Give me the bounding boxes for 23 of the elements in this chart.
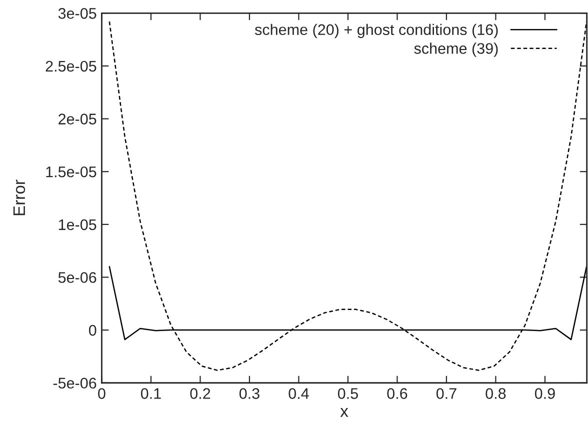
y-tick-label: 5e-06 xyxy=(58,272,96,283)
y-tick-label: 1.5e-05 xyxy=(46,166,96,178)
y-axis-title: Error xyxy=(13,180,26,216)
legend-label: scheme (20) + ghost conditions (16) xyxy=(254,24,498,38)
x-tick-label: 0.2 xyxy=(190,388,210,399)
x-tick-label: 0 xyxy=(98,388,106,399)
x-axis-title: x xyxy=(340,408,348,417)
x-tick-label: 0.9 xyxy=(534,388,555,399)
legend-label: scheme (39) xyxy=(414,42,498,57)
line-series xyxy=(108,20,587,371)
y-tick-label: 1e-05 xyxy=(58,219,96,230)
y-tick-label: 3e-05 xyxy=(58,8,96,19)
x-tick-label: 0.1 xyxy=(140,388,161,399)
x-tick-label: 0.8 xyxy=(486,388,506,399)
y-tick-label: 2.5e-05 xyxy=(46,60,96,72)
y-tick-label: 0 xyxy=(88,324,96,336)
y-tick-label: 2e-05 xyxy=(58,114,96,124)
x-tick-label: 0.5 xyxy=(338,388,358,399)
x-tick-label: 0.6 xyxy=(387,388,408,399)
x-tick-label: 0.7 xyxy=(436,388,456,399)
x-tick-label: 0.4 xyxy=(288,388,309,399)
x-tick-label: 0.3 xyxy=(239,388,260,399)
y-tick-label: -5e-06 xyxy=(53,378,96,389)
